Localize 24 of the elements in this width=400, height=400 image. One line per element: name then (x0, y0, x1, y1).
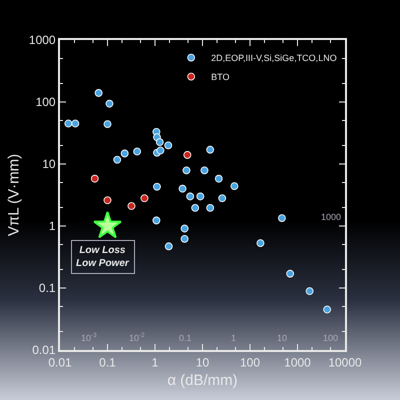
legend-label: 2D,EOP,III-V,Si,SiGe,TCO,LNO (211, 53, 337, 64)
y-tick-label: 1000 (28, 33, 56, 48)
y-tick-label: 0.1 (38, 281, 56, 296)
y-tick-label: 0.01 (32, 343, 56, 358)
x-tick-label: 100 (240, 355, 260, 370)
annotation: 10 (277, 333, 288, 343)
x-tick-label: 1 (152, 355, 159, 370)
y-axis-title: VπL (V·mm) (6, 154, 23, 236)
x-tick-label: 1000 (284, 355, 312, 370)
x-tick-label: 0.1 (99, 355, 116, 370)
annotation: 1000 (321, 212, 342, 222)
x-tick-label: 10000 (328, 355, 362, 370)
y-tick-label: 100 (36, 95, 56, 110)
x-axis-title: α (dB/mm) (167, 372, 238, 389)
annotation: 100 (323, 333, 338, 343)
y-tick-label: 10 (42, 157, 56, 172)
x-tick-label: 10 (196, 355, 210, 370)
annotation: 10$^{-3}$ (81, 332, 98, 343)
annotation: 10$^{-2}$ (129, 332, 146, 343)
annotation: 1 (231, 333, 236, 343)
annotation: 0.1 (179, 333, 192, 343)
annotation: Low Loss Low Power (76, 245, 130, 269)
y-tick-label: 1 (48, 219, 56, 234)
legend-label: BTO (211, 72, 230, 82)
